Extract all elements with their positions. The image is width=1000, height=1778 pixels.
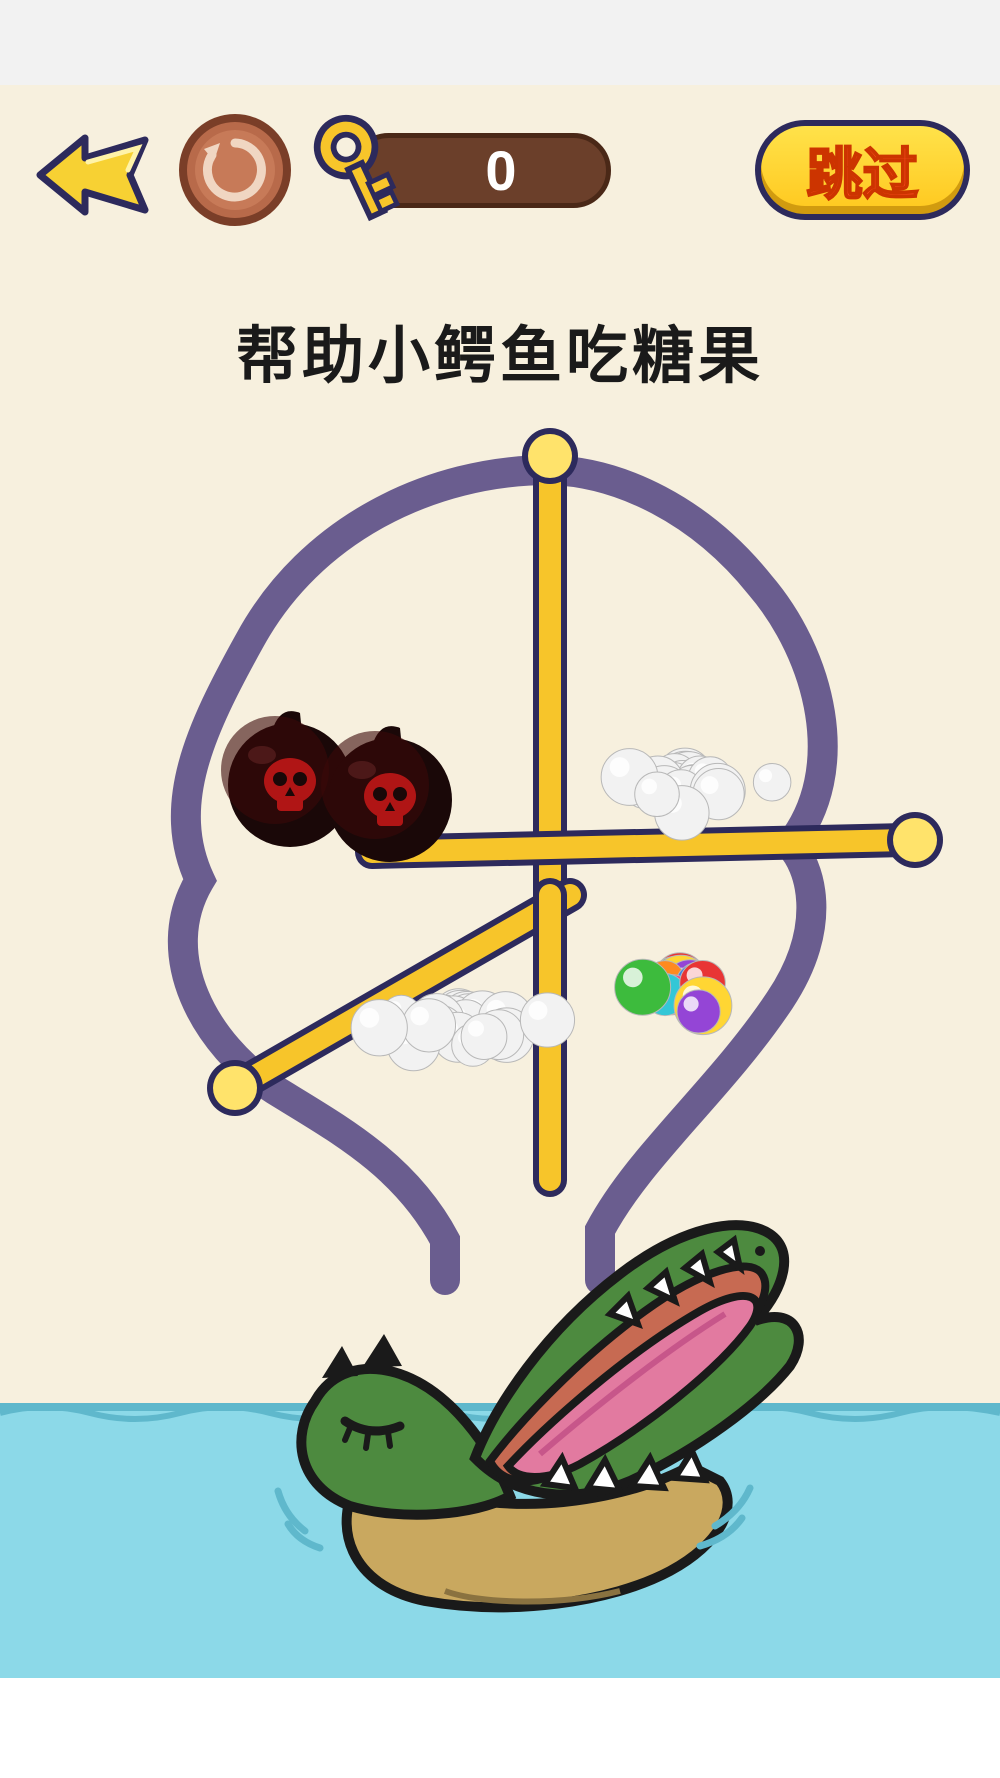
candy-balls <box>615 953 732 1035</box>
top-bar: 0 跳过 <box>0 85 1000 235</box>
pin-top[interactable] <box>522 428 578 895</box>
status-bar <box>0 0 1000 85</box>
key-icon <box>311 103 421 223</box>
level-title: 帮助小鳄鱼吃糖果 <box>0 305 1000 395</box>
reset-button[interactable] <box>178 113 293 228</box>
reset-icon <box>178 113 293 228</box>
back-button[interactable] <box>30 120 160 220</box>
skip-label: 跳过 <box>807 130 919 211</box>
skip-button[interactable]: 跳过 <box>755 120 970 220</box>
bottom-overlay <box>0 1678 1000 1778</box>
crocodile <box>250 1196 830 1626</box>
container-wall <box>183 470 823 1280</box>
key-counter: 0 <box>311 115 621 225</box>
bomb-1 <box>321 726 452 862</box>
back-arrow-icon <box>30 120 160 220</box>
